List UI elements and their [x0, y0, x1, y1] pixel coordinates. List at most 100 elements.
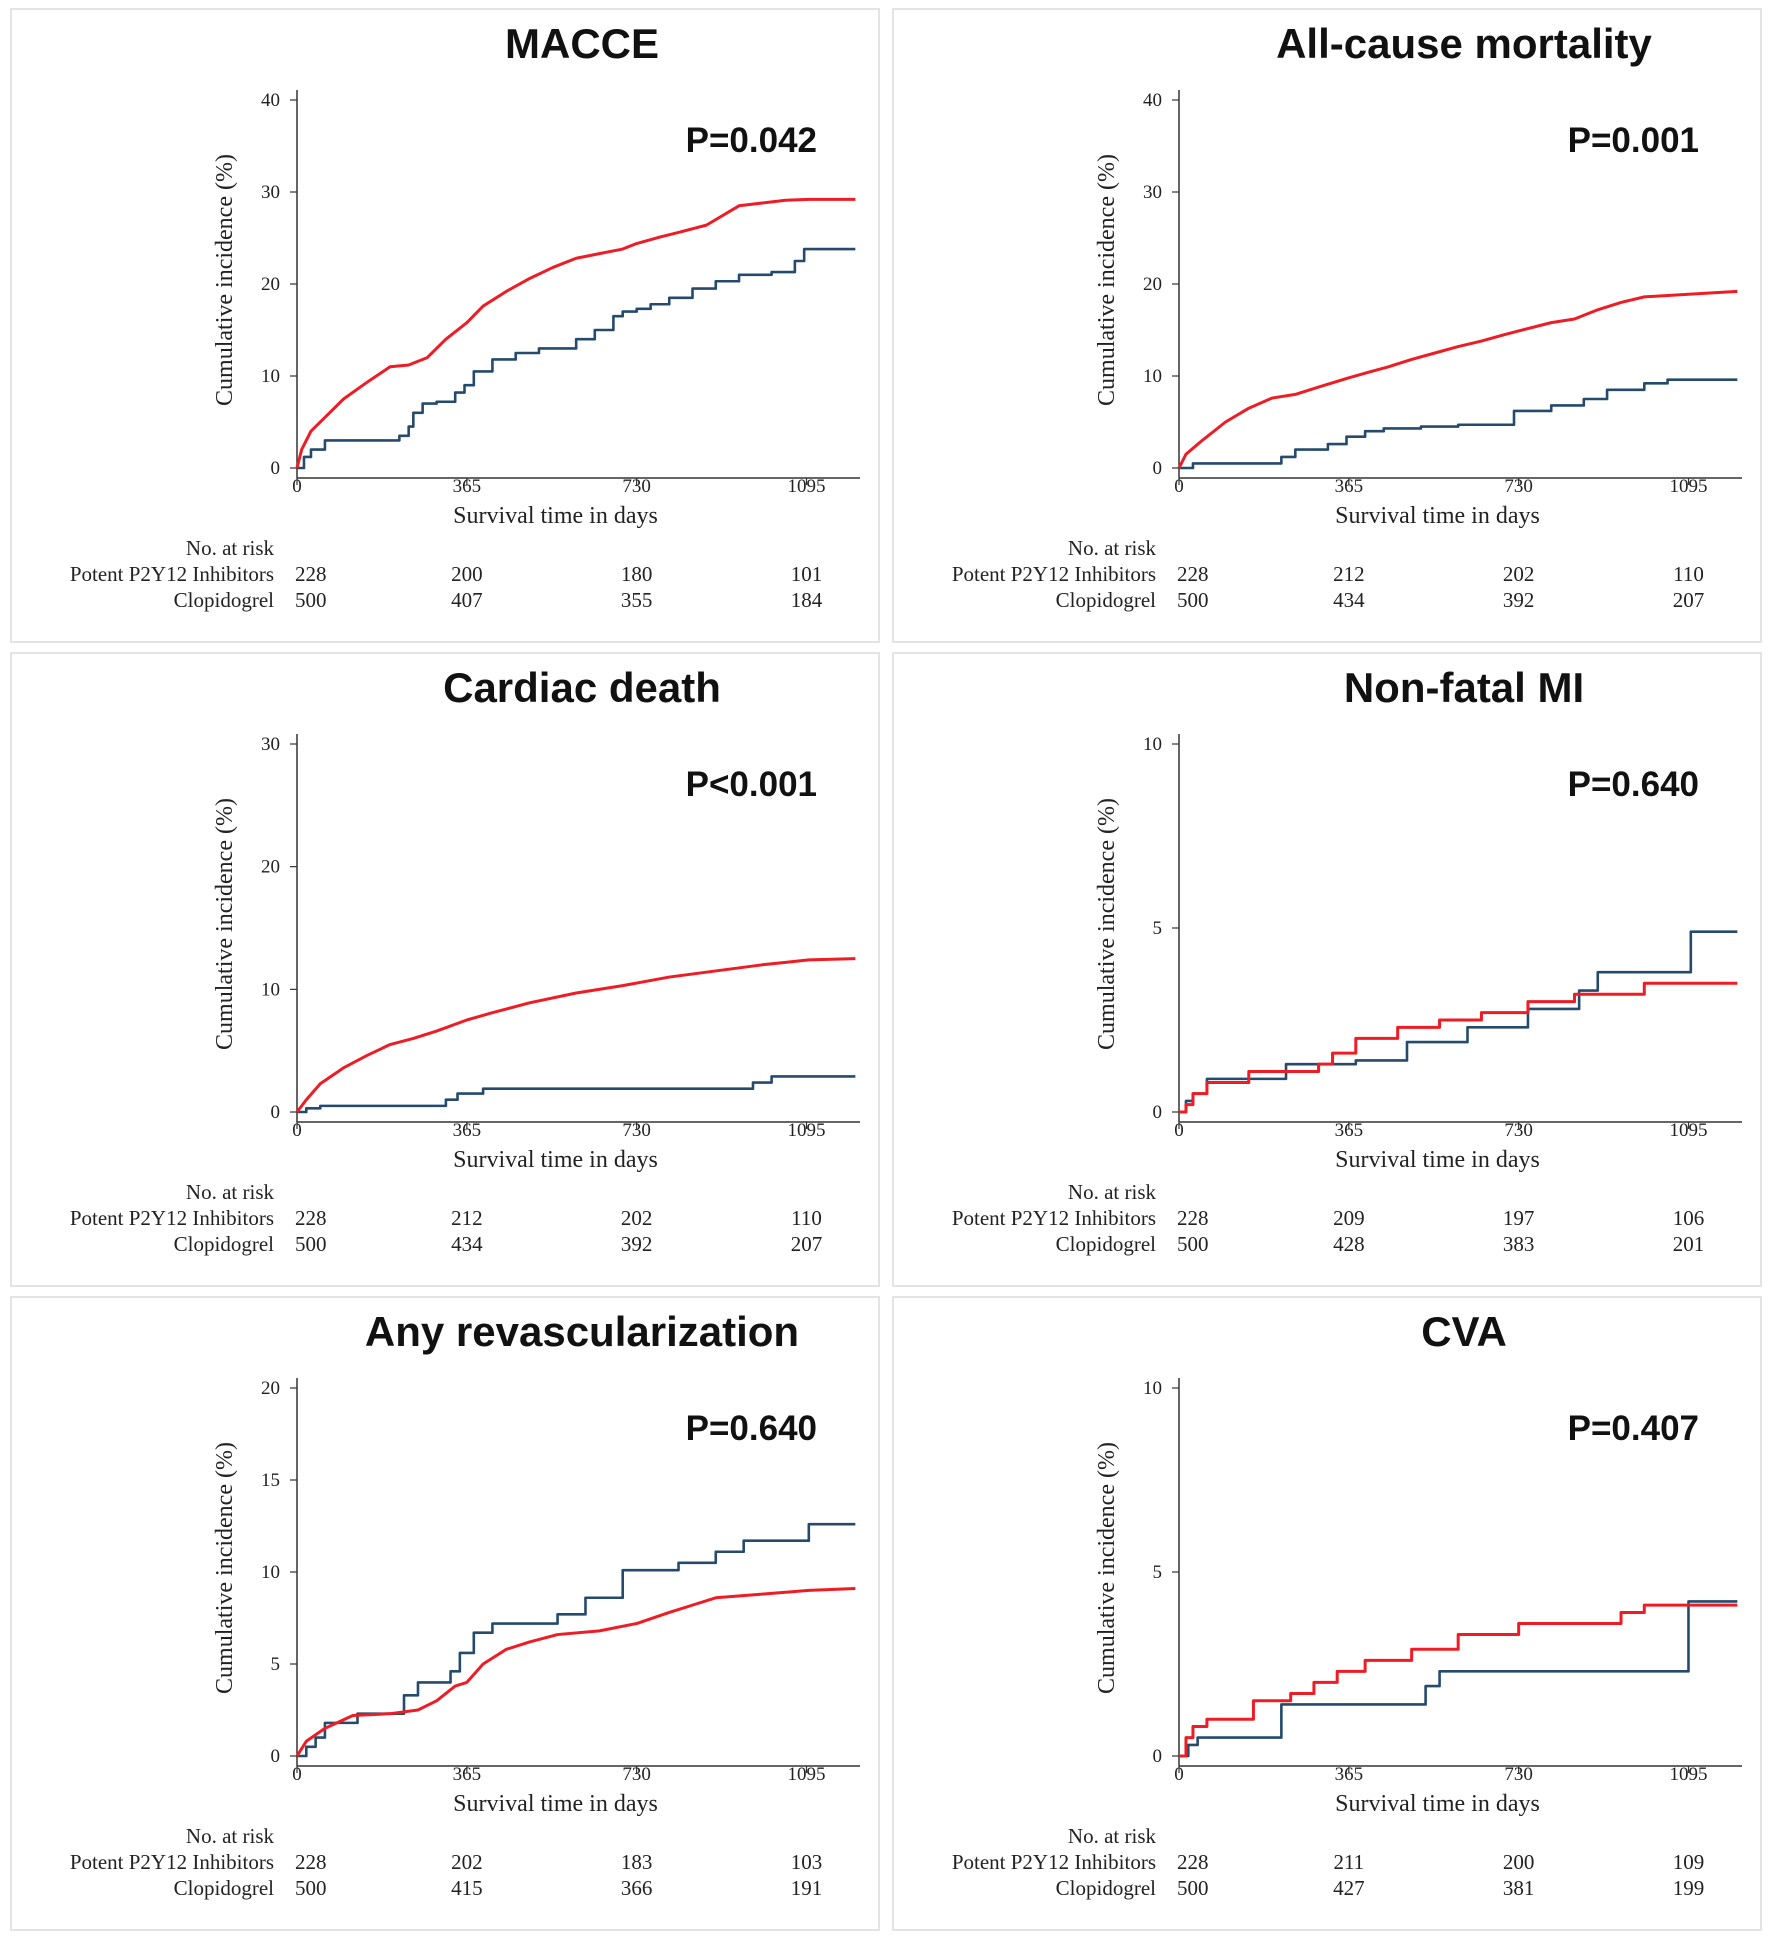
risk-count-potent: 109 — [1673, 1850, 1705, 1874]
risk-table-header: No. at risk — [186, 1824, 275, 1848]
y-tick-label: 30 — [1143, 182, 1162, 203]
chart-title: Cardiac death — [443, 664, 721, 711]
x-tick-label: 730 — [622, 1120, 651, 1141]
risk-table-header: No. at risk — [1068, 536, 1157, 560]
y-axis-label: Cumulative incidence (%) — [212, 798, 238, 1050]
y-tick-label: 10 — [261, 979, 280, 1000]
risk-group-clopidogrel: Clopidogrel — [1056, 588, 1156, 612]
risk-count-potent: 228 — [295, 1206, 327, 1230]
risk-count-potent: 212 — [451, 1206, 483, 1230]
all-cause-mortality-chart: All-cause mortality P=0.001 0 10 20 30 40 0 365 7… — [952, 20, 1742, 612]
x-tick-label: 0 — [1174, 1764, 1184, 1785]
risk-count-potent: 212 — [1333, 562, 1365, 586]
p-value: P=0.407 — [1568, 1409, 1699, 1448]
risk-group-potent: Potent P2Y12 Inhibitors — [952, 562, 1156, 586]
risk-table-header: No. at risk — [186, 1180, 275, 1204]
risk-count-clopidogrel: 434 — [1333, 588, 1365, 612]
risk-count-potent: 101 — [791, 562, 823, 586]
y-tick-label: 0 — [271, 458, 281, 479]
risk-group-clopidogrel: Clopidogrel — [174, 1876, 274, 1900]
risk-count-clopidogrel: 191 — [791, 1876, 823, 1900]
risk-count-potent: 103 — [791, 1850, 823, 1874]
risk-count-potent: 110 — [791, 1206, 822, 1230]
clopidogrel-curve — [1179, 930, 1738, 1114]
y-tick-label: 5 — [271, 1654, 281, 1675]
x-tick-label: 730 — [622, 476, 651, 497]
risk-table-header: No. at risk — [1068, 1180, 1157, 1204]
x-tick-label: 1095 — [787, 476, 825, 497]
x-tick-label: 0 — [292, 1120, 302, 1141]
risk-count-potent: 200 — [1503, 1850, 1535, 1874]
risk-count-potent: 183 — [621, 1850, 653, 1874]
x-tick-label: 365 — [1335, 476, 1364, 497]
x-tick-label: 1095 — [1669, 1120, 1707, 1141]
risk-count-potent: 200 — [451, 562, 483, 586]
x-tick-label: 365 — [453, 476, 482, 497]
risk-count-clopidogrel: 428 — [1333, 1232, 1365, 1256]
y-tick-label: 10 — [1143, 734, 1162, 755]
risk-count-potent: 202 — [451, 1850, 483, 1874]
chart-title: CVA — [1421, 1308, 1507, 1355]
y-tick-label: 15 — [261, 1470, 280, 1491]
risk-count-clopidogrel: 500 — [1177, 1876, 1209, 1900]
y-tick-label: 40 — [1143, 90, 1162, 111]
chart-title: MACCE — [505, 20, 659, 67]
clopidogrel-curve — [297, 1522, 856, 1758]
risk-count-clopidogrel: 184 — [791, 588, 823, 612]
y-tick-label: 0 — [271, 1746, 281, 1767]
chart-title: Any revascularization — [365, 1308, 799, 1355]
panel-macce: MACCE P=0.042 0 10 20 30 40 0 365 730 1095 Survival… — [10, 8, 880, 643]
x-tick-label: 365 — [453, 1764, 482, 1785]
y-axis-label: Cumulative incidence (%) — [212, 1442, 238, 1694]
y-tick-label: 40 — [261, 90, 280, 111]
risk-count-potent: 202 — [1503, 562, 1535, 586]
risk-count-clopidogrel: 500 — [295, 1232, 327, 1256]
x-tick-label: 730 — [1504, 1120, 1533, 1141]
risk-count-clopidogrel: 392 — [621, 1232, 653, 1256]
x-tick-label: 730 — [1504, 476, 1533, 497]
x-tick-label: 1095 — [787, 1120, 825, 1141]
risk-count-clopidogrel: 383 — [1503, 1232, 1535, 1256]
x-tick-label: 730 — [1504, 1764, 1533, 1785]
risk-count-potent: 228 — [295, 1850, 327, 1874]
risk-count-potent: 211 — [1333, 1850, 1364, 1874]
risk-count-clopidogrel: 500 — [295, 1876, 327, 1900]
risk-count-clopidogrel: 407 — [451, 588, 483, 612]
potent-p2y12-curve — [1179, 1603, 1738, 1758]
p-value: P=0.042 — [686, 121, 817, 160]
risk-group-clopidogrel: Clopidogrel — [1056, 1232, 1156, 1256]
p-value: P=0.640 — [686, 1409, 817, 1448]
risk-count-clopidogrel: 500 — [295, 588, 327, 612]
risk-count-clopidogrel: 207 — [791, 1232, 823, 1256]
potent-p2y12-curve — [295, 1587, 856, 1757]
y-axis-label: Cumulative incidence (%) — [1094, 798, 1120, 1050]
potent-p2y12-curve — [1177, 289, 1738, 469]
risk-group-potent: Potent P2Y12 Inhibitors — [70, 562, 274, 586]
risk-count-clopidogrel: 355 — [621, 588, 653, 612]
risk-count-potent: 197 — [1503, 1206, 1535, 1230]
risk-group-potent: Potent P2Y12 Inhibitors — [70, 1206, 274, 1230]
risk-group-clopidogrel: Clopidogrel — [1056, 1876, 1156, 1900]
y-tick-label: 5 — [1153, 1562, 1163, 1583]
panel-cva: CVA P=0.407 0 5 10 0 365 730 1095 Survival time i… — [892, 1296, 1762, 1931]
x-axis-label: Survival time in days — [453, 503, 658, 529]
y-tick-label: 0 — [1153, 1746, 1163, 1767]
y-tick-label: 30 — [261, 182, 280, 203]
panel-any-revascularization: Any revascularization P=0.640 0 5 10 15 20 0 365… — [10, 1296, 880, 1931]
risk-count-clopidogrel: 381 — [1503, 1876, 1535, 1900]
x-tick-label: 365 — [1335, 1764, 1364, 1785]
risk-count-clopidogrel: 392 — [1503, 588, 1535, 612]
risk-count-potent: 228 — [1177, 1850, 1209, 1874]
x-tick-label: 0 — [292, 476, 302, 497]
x-tick-label: 1095 — [1669, 476, 1707, 497]
clopidogrel-curve — [297, 247, 856, 470]
risk-count-potent: 202 — [621, 1206, 653, 1230]
cva-chart: CVA P=0.407 0 5 10 0 365 730 1095 Survival time i… — [952, 1308, 1742, 1900]
y-tick-label: 20 — [261, 857, 280, 878]
chart-title: All-cause mortality — [1276, 20, 1652, 67]
risk-count-clopidogrel: 366 — [621, 1876, 653, 1900]
clopidogrel-curve — [1179, 1600, 1738, 1758]
risk-count-clopidogrel: 201 — [1673, 1232, 1705, 1256]
y-tick-label: 10 — [261, 1562, 280, 1583]
panel-all-cause-mortality: All-cause mortality P=0.001 0 10 20 30 40 0 365 7… — [892, 8, 1762, 643]
